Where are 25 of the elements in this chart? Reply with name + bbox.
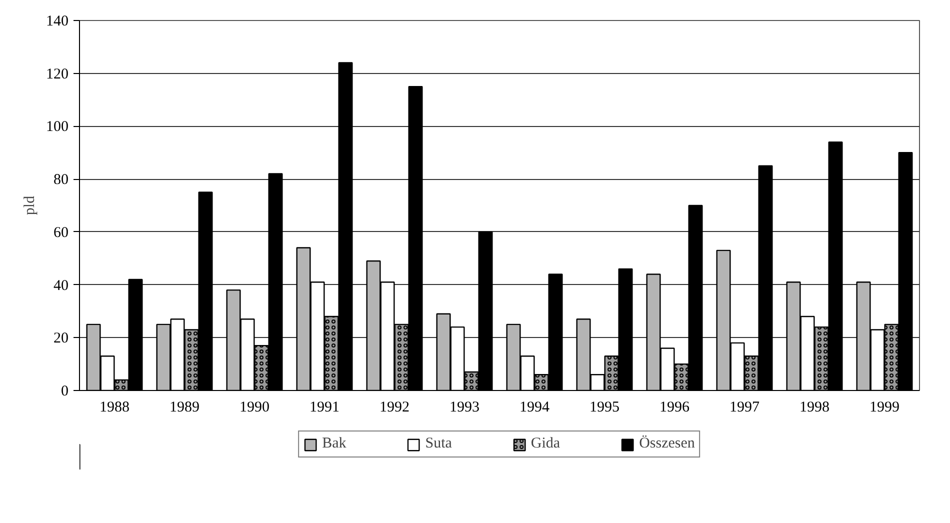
x-tick-label: 1991: [310, 400, 340, 416]
x-tick-label: 1996: [660, 400, 690, 416]
x-tick-label: 1988: [100, 400, 130, 416]
legend-label: Összesen: [639, 436, 695, 452]
y-tick-label: 20: [54, 330, 68, 347]
x-tick-label: 1992: [380, 400, 410, 416]
x-tick-label: 1999: [870, 400, 900, 416]
x-tick-label: 1990: [240, 400, 270, 416]
x-tick-label: 1998: [800, 400, 830, 416]
legend-label: Gida: [530, 436, 560, 452]
y-tick-label: 100: [46, 119, 68, 136]
y-tick-label: 40: [54, 278, 68, 294]
y-tick-label: 80: [54, 172, 68, 188]
x-tick-label: 1989: [170, 400, 200, 416]
x-tick-label: 1995: [590, 400, 620, 416]
x-tick-label: 1997: [730, 400, 760, 416]
y-tick-label: 120: [46, 66, 68, 82]
legend-label: Suta: [425, 436, 452, 452]
x-tick-label: 1993: [450, 400, 480, 416]
y-tick-label: 60: [54, 224, 68, 241]
y-tick-label: 0: [61, 384, 68, 400]
y-tick-label: 140: [46, 14, 68, 30]
legend-label: Bak: [322, 436, 346, 452]
x-tick-label: 1994: [520, 400, 550, 416]
y-axis-title: pld: [22, 195, 38, 216]
